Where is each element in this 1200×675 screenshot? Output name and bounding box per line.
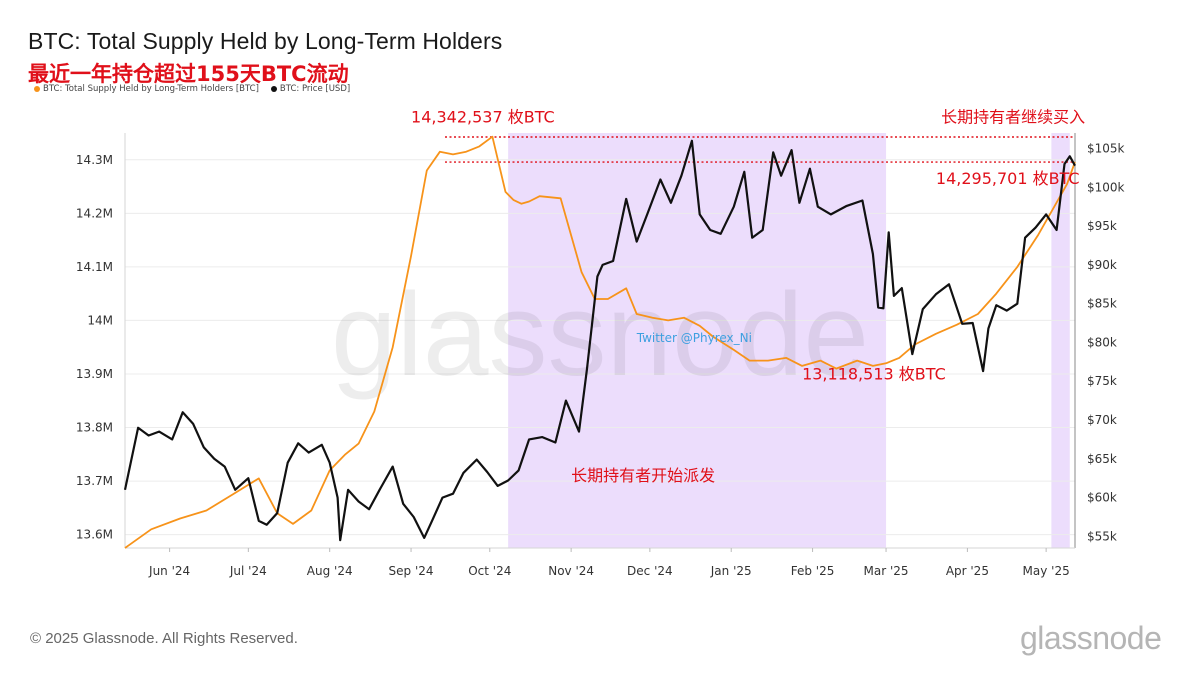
black-dot-icon	[270, 86, 277, 92]
y-left-tick-label: 13.8M	[76, 421, 113, 435]
reference-lines	[445, 136, 1075, 163]
y-right-tick-label: $80k	[1087, 335, 1117, 349]
y-left-tick-label: 14M	[87, 313, 113, 327]
grid-lines	[124, 133, 1076, 549]
x-tick-label: Jan '25	[710, 564, 752, 578]
glassnode-logo: glassnode	[1020, 620, 1162, 656]
annotation-label: 13,118,513 枚BTC	[802, 364, 946, 383]
x-axis: Jun '24 Jul '24 Aug '24 Sep '24 Oct '24 Nov '…	[148, 548, 1070, 578]
shaded-region-1	[1051, 133, 1070, 548]
x-tick-label: Jul '24	[229, 564, 267, 578]
y-left-tick-label: 14.2M	[76, 206, 113, 220]
lth-supply-line	[124, 135, 1076, 549]
shaded-region-0	[508, 133, 887, 548]
y-left-tick-label: 13.9M	[76, 367, 113, 381]
x-tick-label: May '25	[1023, 564, 1070, 578]
legend-item-lth-supply[interactable]: BTC: Total Supply Held by Long-Term Hold…	[34, 84, 259, 94]
chart-title: BTC: Total Supply Held by Long-Term Hold…	[28, 28, 503, 54]
x-tick-label: Dec '24	[627, 564, 673, 578]
x-tick-label: Mar '25	[864, 564, 909, 578]
y-right-tick-label: $75k	[1087, 374, 1117, 388]
copyright-text: © 2025 Glassnode. All Rights Reserved.	[30, 630, 298, 647]
y-right-tick-label: $65k	[1087, 452, 1117, 466]
y-right-tick-label: $70k	[1087, 413, 1117, 427]
y-left-tick-label: 14.1M	[76, 260, 113, 274]
y-right-tick-label: $105k	[1087, 142, 1125, 156]
y-right-tick-label: $85k	[1087, 297, 1117, 311]
x-tick-label: Oct '24	[468, 564, 511, 578]
chart-subtitle: 最近一年持仓超过155天BTC流动	[28, 62, 349, 86]
y-right-tick-label: $90k	[1087, 258, 1117, 272]
twitter-credit: Twitter @Phyrex_Ni	[636, 331, 752, 345]
annotations: 14,342,537 枚BTC 长期持有者继续买入 14,295,701 枚BTC 1…	[411, 107, 1085, 485]
y-right-tick-label: $60k	[1087, 491, 1117, 505]
y-left-tick-label: 13.7M	[76, 474, 113, 488]
series-lines	[123, 135, 1076, 549]
legend-label-price: BTC: Price [USD]	[279, 84, 351, 94]
legend-label-lth-supply: BTC: Total Supply Held by Long-Term Hold…	[43, 84, 259, 94]
btc-price-line	[123, 139, 1076, 542]
chart-legend: BTC: Total Supply Held by Long-Term Hold…	[34, 84, 350, 94]
x-tick-label: Jun '24	[148, 564, 190, 578]
annotation-label: 14,342,537 枚BTC	[411, 107, 555, 126]
y-axis-right: $55k $60k $65k $70k $75k $80k $85k $90k $95k $100…	[1087, 142, 1125, 544]
annotation-label: 长期持有者开始派发	[571, 466, 715, 485]
y-right-tick-label: $100k	[1087, 180, 1125, 194]
x-tick-label: Aug '24	[307, 564, 353, 578]
glassnode-watermark: glassnode	[331, 269, 869, 401]
y-left-tick-label: 13.6M	[76, 528, 113, 542]
x-tick-label: Feb '25	[791, 564, 835, 578]
y-left-tick-label: 14.3M	[76, 153, 113, 167]
annotation-label: 14,295,701 枚BTC	[936, 169, 1080, 188]
legend-item-price[interactable]: BTC: Price [USD]	[270, 84, 351, 94]
orange-dot-icon	[34, 86, 40, 92]
x-tick-label: Sep '24	[389, 564, 434, 578]
annotation-label: 长期持有者继续买入	[941, 107, 1085, 126]
x-tick-label: Apr '25	[946, 564, 989, 578]
y-axis-left: 13.6M 13.7M 13.8M 13.9M 14M 14.1M 14.2M 14.3M	[76, 153, 113, 542]
shaded-regions	[508, 133, 1070, 548]
y-right-tick-label: $95k	[1087, 219, 1117, 233]
x-tick-label: Nov '24	[548, 564, 594, 578]
y-right-tick-label: $55k	[1087, 529, 1117, 543]
